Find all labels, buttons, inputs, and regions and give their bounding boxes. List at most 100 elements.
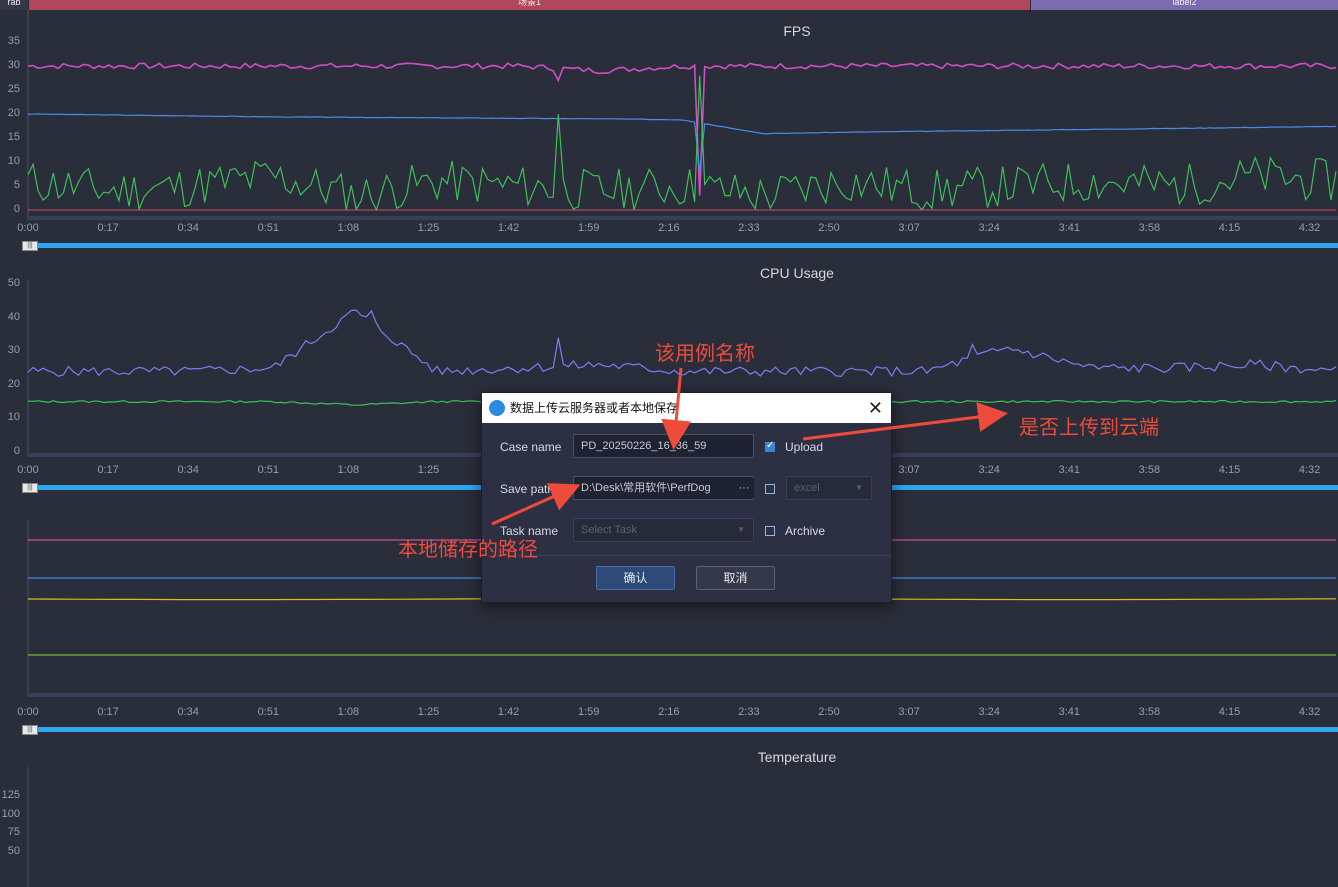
fps-y-tick: 0 [13,203,20,215]
fps-title: FPS [783,23,811,39]
fps-x-tick: 3:41 [1058,222,1080,234]
cpu-x-tick: 0:00 [17,464,39,476]
label-segment-2[interactable]: label2 [1031,0,1338,10]
third-x-tick: 1:42 [497,706,520,718]
cpu-slider-handle[interactable]: ||| [22,483,38,493]
format-checkbox[interactable] [765,484,775,494]
fps-chart [27,10,1338,220]
fps-y-tick: 35 [7,35,20,47]
third-timeline-slider[interactable] [28,727,1338,732]
upload-checkbox[interactable] [765,440,775,452]
temperature-title: Temperature [757,749,837,765]
annotation-upload: 是否上传到云端 [1019,417,1159,439]
fps-x-tick: 1:08 [337,222,360,234]
third-x-tick: 0:00 [17,706,39,718]
format-select[interactable]: excel ▼ [786,476,872,500]
save-path-input[interactable]: D:\Desk\常用软件\PerfDog [573,476,754,500]
close-icon[interactable]: ✕ [867,398,883,418]
third-x-tick: 1:25 [417,706,440,718]
cpu-x-tick: 4:15 [1218,464,1241,476]
browse-button[interactable]: ··· [734,478,754,498]
fps-timeline-slider[interactable] [28,243,1338,248]
third-x-tick: 2:33 [738,706,760,718]
label-segment-1[interactable]: 场景1 [29,0,1030,10]
cpu-y-tick: 0 [13,445,20,457]
app-logo-icon [489,400,505,416]
dialog-divider [482,555,891,556]
fps-x-tick: 1:25 [417,222,440,234]
fps-x-tick: 4:32 [1298,222,1321,234]
fps-x-tick: 2:50 [818,222,840,234]
third-x-tick: 3:07 [898,706,920,718]
format-select-value: excel [794,482,820,494]
fps-x-tick: 3:58 [1138,222,1161,234]
fps-x-tick: 3:24 [978,222,1000,234]
cpu-y-tick: 30 [7,344,20,357]
fps-y-tick: 20 [7,107,20,119]
temperature-chart [27,767,29,887]
fps-y-tick: 5 [13,179,20,191]
chevron-down-icon: ▼ [737,525,745,534]
fps-y-tick: 10 [7,155,20,167]
label-bar: rab 场景1 label2 [0,0,1338,10]
third-x-tick: 0:34 [177,706,199,718]
third-x-tick: 1:59 [577,706,600,718]
third-x-tick: 1:08 [337,706,360,718]
fps-x-tick: 1:59 [577,222,600,234]
fps-x-tick: 0:00 [17,222,39,234]
fps-series-line [27,75,1337,212]
cpu-x-tick: 4:32 [1298,464,1321,476]
upload-label: Upload [785,440,824,454]
task-select[interactable]: Select Task ▼ [573,518,754,542]
fps-x-tick: 0:17 [97,222,119,234]
third-x-tick: 0:17 [97,706,119,718]
third-x-tick: 4:32 [1298,706,1321,718]
temperature-y-tick: 50 [7,845,20,857]
fps-x-tick: 2:16 [658,222,680,234]
cpu-x-tick: 3:41 [1058,464,1080,476]
save-path-label: Save path [500,482,555,496]
third-x-tick: 0:51 [257,706,279,718]
third-x-tick: 3:58 [1138,706,1161,718]
cpu-y-tick: 50 [7,277,20,289]
third-x-tick: 2:16 [658,706,680,718]
fps-slider-handle[interactable]: ||| [22,241,38,251]
case-name-label: Case name [500,440,562,454]
annotation-case-name: 该用例名称 [655,343,755,365]
third-x-tick: 3:41 [1058,706,1080,718]
fps-y-tick: 25 [7,83,20,95]
cpu-x-tick: 0:34 [177,464,199,476]
fps-y-tick: 15 [7,131,20,143]
third-x-tick: 3:24 [978,706,1000,718]
temperature-y-tick: 75 [7,826,20,839]
third-x-tick: 4:15 [1218,706,1241,718]
third-x-tick: 2:50 [818,706,840,718]
fps-series-line [27,62,1337,196]
fps-x-tick: 0:51 [257,222,279,234]
archive-checkbox[interactable] [765,526,775,536]
fps-series-line [27,113,1337,172]
task-select-placeholder: Select Task [581,524,638,536]
case-name-input[interactable]: PD_20250226_16_36_59 [573,434,754,458]
label-left-tab[interactable]: rab [0,0,28,10]
fps-x-tick: 4:15 [1218,222,1241,234]
fps-y-tick: 30 [7,59,20,71]
chevron-down-icon: ▼ [855,483,863,492]
task-name-label: Task name [500,524,559,538]
third-slider-handle[interactable]: ||| [22,725,38,735]
confirm-button[interactable]: 确认 [596,566,675,590]
save-path-value: D:\Desk\常用软件\PerfDog [581,482,711,494]
cpu-x-tick: 3:58 [1138,464,1161,476]
dialog-title: 数据上传云服务器或者本地保存 [510,401,679,415]
annotation-save-path: 本地储存的路径 [398,539,538,561]
cpu-x-tick: 1:08 [337,464,360,476]
cpu-x-tick: 0:17 [97,464,119,476]
fps-x-tick: 3:07 [898,222,920,234]
fps-x-tick: 2:33 [738,222,760,234]
cpu-x-tick: 3:07 [898,464,920,476]
cpu-x-tick: 1:25 [417,464,440,476]
cancel-button[interactable]: 取消 [696,566,775,590]
cpu-x-tick: 3:24 [978,464,1000,476]
cpu-y-tick: 10 [7,411,20,424]
save-dialog: 数据上传云服务器或者本地保存 ✕ Case name PD_20250226_1… [481,392,892,603]
